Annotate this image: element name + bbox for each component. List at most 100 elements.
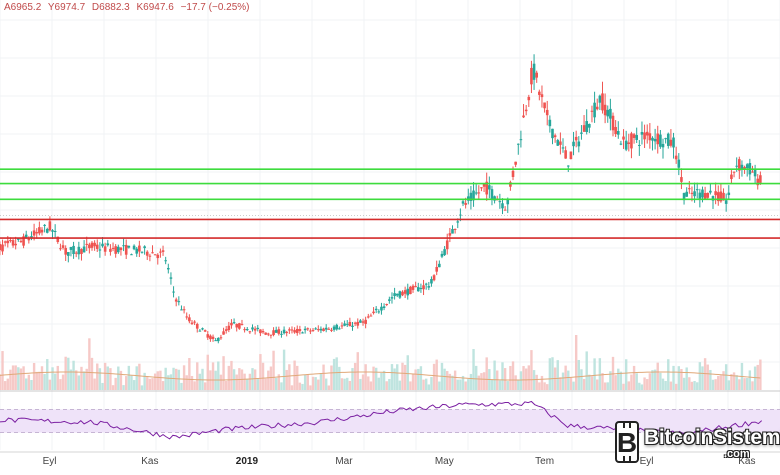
candle-body bbox=[195, 323, 199, 329]
candle-body bbox=[706, 192, 710, 198]
candle-body bbox=[251, 327, 254, 330]
candle-body bbox=[164, 260, 167, 262]
candle-body bbox=[682, 193, 686, 201]
candle-body bbox=[424, 283, 428, 285]
volume-bar bbox=[203, 382, 207, 390]
candle-body bbox=[482, 183, 486, 187]
candles bbox=[0, 54, 762, 344]
watermark-brand: BitcoinSistemi bbox=[644, 426, 780, 449]
candle-body bbox=[198, 330, 202, 332]
volume-bar bbox=[88, 338, 91, 390]
candle-body bbox=[93, 242, 96, 247]
candle-body bbox=[448, 233, 452, 236]
candle-body bbox=[209, 335, 212, 340]
volume-bar bbox=[651, 370, 654, 390]
volume-bar bbox=[1, 351, 4, 390]
x-tick-label: Mar bbox=[335, 456, 353, 467]
candle-body bbox=[338, 328, 341, 330]
volume-bar bbox=[459, 379, 462, 390]
volume-bar bbox=[14, 365, 17, 390]
volume-bar bbox=[690, 381, 694, 390]
candle-body bbox=[627, 142, 631, 144]
volume-bar bbox=[6, 378, 9, 390]
volume-bar bbox=[296, 365, 299, 390]
volume-bar bbox=[314, 377, 317, 390]
candle-body bbox=[59, 248, 62, 250]
candle-body bbox=[151, 252, 154, 254]
volume-bar bbox=[385, 381, 388, 390]
candle-body bbox=[709, 190, 712, 193]
candle-body bbox=[372, 311, 375, 314]
volume-bar bbox=[538, 382, 541, 390]
volume-bar bbox=[53, 373, 57, 390]
volume-bar bbox=[151, 378, 154, 390]
volume-bar bbox=[577, 359, 581, 390]
volume-bar bbox=[730, 374, 733, 390]
candle-body bbox=[290, 329, 294, 331]
volume-bar bbox=[27, 374, 31, 390]
volume-bar bbox=[614, 375, 617, 390]
candle-body bbox=[177, 301, 181, 303]
volume-bar bbox=[619, 371, 623, 390]
candle-body bbox=[80, 249, 83, 254]
volume-bar bbox=[85, 368, 88, 390]
candle-body bbox=[119, 247, 123, 251]
volume-bar bbox=[330, 365, 333, 390]
candle-body bbox=[672, 137, 675, 148]
candle-body bbox=[153, 254, 157, 256]
candle-body bbox=[432, 275, 436, 281]
volume-bar bbox=[324, 378, 328, 390]
volume-bar bbox=[493, 360, 496, 390]
candle-body bbox=[477, 192, 481, 194]
volume-bar bbox=[11, 365, 15, 390]
volume-bar bbox=[61, 374, 65, 390]
candle-body bbox=[72, 245, 75, 255]
candle-body bbox=[6, 240, 10, 244]
volume-bar bbox=[559, 377, 562, 390]
volume-bar bbox=[161, 381, 165, 390]
volume-bar bbox=[580, 369, 583, 390]
candle-body bbox=[30, 236, 33, 239]
x-tick-label: Tem bbox=[535, 456, 554, 467]
candle-body bbox=[466, 196, 470, 201]
candle-body bbox=[9, 240, 12, 242]
ohlc-high: Y6974.7 bbox=[47, 2, 86, 13]
candle-body bbox=[727, 192, 731, 196]
volume-bar bbox=[527, 365, 531, 390]
candle-body bbox=[548, 119, 552, 127]
candle-body bbox=[182, 309, 186, 311]
volume-bar bbox=[43, 374, 46, 390]
candle-body bbox=[535, 72, 539, 78]
candle-body bbox=[530, 67, 533, 85]
candle-body bbox=[148, 255, 152, 257]
candle-body bbox=[751, 171, 754, 173]
candle-body bbox=[74, 252, 78, 254]
candle-body bbox=[501, 203, 504, 209]
volume-bar bbox=[393, 368, 396, 390]
candle-body bbox=[614, 126, 617, 135]
volume-bar bbox=[574, 335, 578, 390]
horizontal-lines[interactable] bbox=[0, 168, 780, 239]
candle-body bbox=[593, 102, 596, 118]
candle-body bbox=[624, 140, 628, 150]
volume-bar bbox=[111, 385, 115, 390]
candle-body bbox=[395, 293, 399, 296]
volume-bar bbox=[640, 384, 644, 390]
volume-bar bbox=[96, 363, 99, 390]
volume-bar bbox=[269, 366, 273, 390]
candle-body bbox=[214, 340, 217, 342]
volume-bar bbox=[561, 372, 565, 390]
candle-body bbox=[590, 110, 594, 112]
candle-body bbox=[390, 297, 394, 299]
candle-body bbox=[543, 102, 546, 109]
volume-bar bbox=[719, 375, 723, 390]
candle-body bbox=[43, 224, 46, 226]
volume-bar bbox=[603, 382, 607, 390]
candle-body bbox=[22, 236, 25, 246]
candle-body bbox=[601, 93, 604, 111]
candle-body bbox=[616, 131, 620, 135]
volume-bar bbox=[474, 365, 478, 390]
candle-body bbox=[322, 328, 325, 332]
